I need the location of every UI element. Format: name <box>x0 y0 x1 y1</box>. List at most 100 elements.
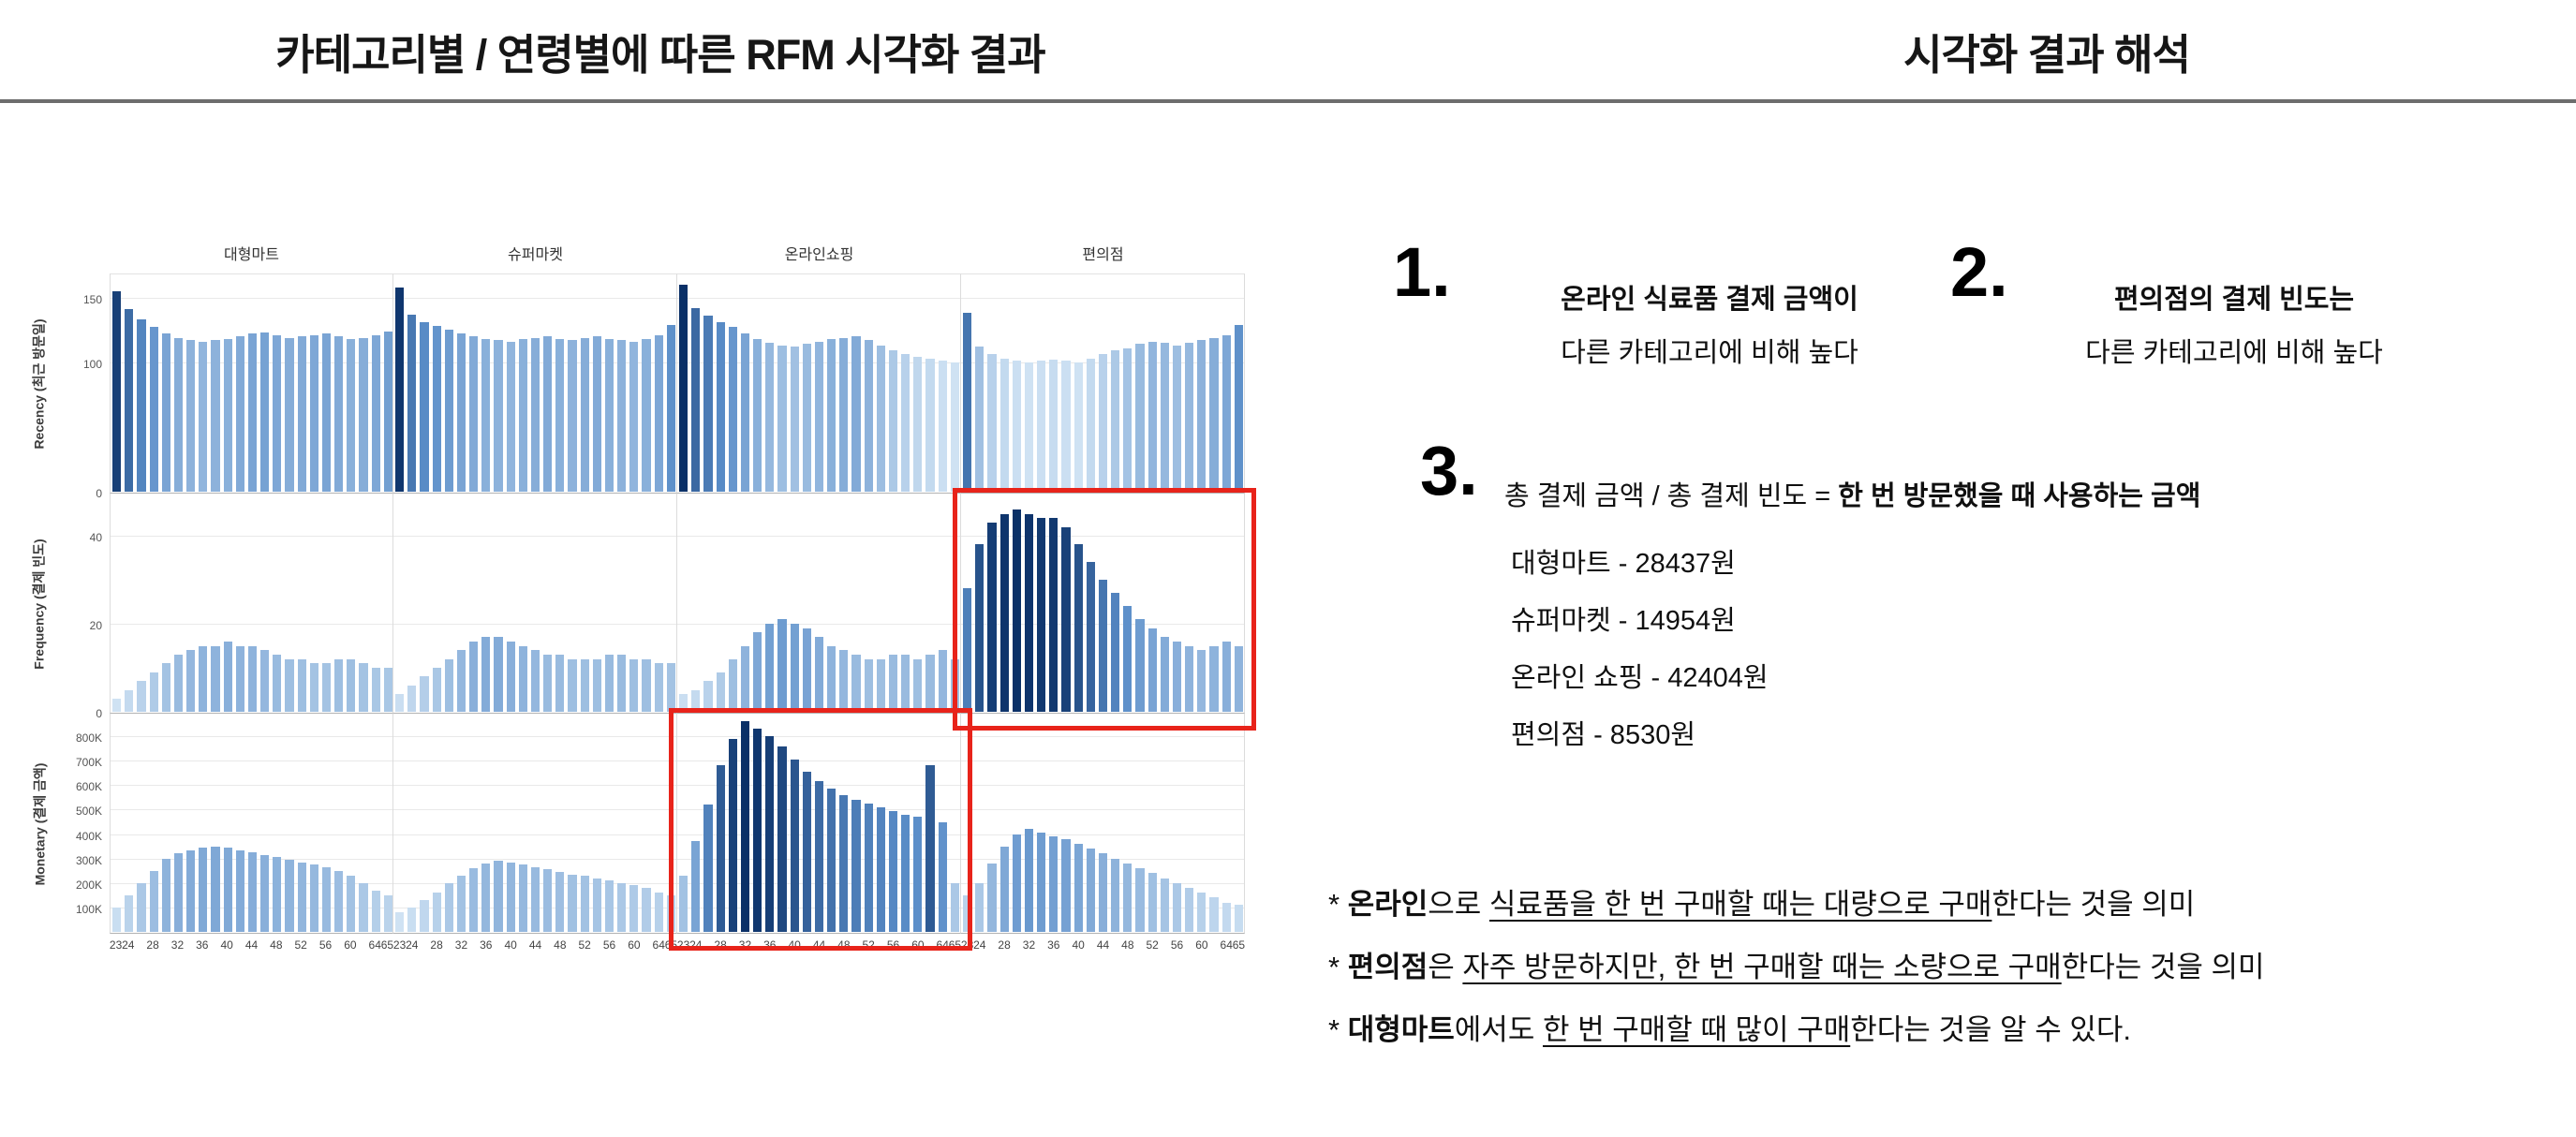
bar <box>1049 360 1059 492</box>
x-tick-label: 48 <box>554 938 567 952</box>
bar <box>851 800 861 932</box>
point-1-text: 온라인 식료품 결제 금액이 다른 카테고리에 비해 높다 <box>1471 273 1948 380</box>
text-segment: 총 결제 금액 / 총 결제 빈도 = <box>1504 481 1839 511</box>
bar <box>827 645 836 712</box>
bar <box>851 336 861 492</box>
bar <box>1172 345 1182 492</box>
bar <box>913 658 923 712</box>
bar <box>161 858 170 932</box>
bar <box>506 862 515 932</box>
bar <box>987 522 997 712</box>
bar <box>273 857 282 932</box>
bar <box>1073 844 1083 932</box>
bar <box>1086 849 1095 932</box>
bar <box>1061 838 1071 932</box>
text-segment: 편의점 <box>1347 951 1429 983</box>
bar <box>864 658 873 712</box>
bar <box>555 872 565 932</box>
bar <box>321 663 332 712</box>
bar <box>395 912 405 932</box>
gridline <box>393 760 676 762</box>
gridline <box>961 785 1244 787</box>
text-segment: 한다는 것을 알 수 있다. <box>1850 1013 2131 1046</box>
bar <box>247 852 258 932</box>
x-tick-label: 40 <box>220 938 233 952</box>
bar <box>568 340 577 492</box>
bar <box>975 882 985 932</box>
chart-panel <box>961 273 1245 494</box>
bar <box>420 676 429 712</box>
y-tick-label: 600K <box>75 780 102 794</box>
bar <box>309 864 318 932</box>
bar <box>543 336 553 492</box>
x-tick-label: 44 <box>1096 938 1110 952</box>
bar <box>444 658 453 712</box>
point-1-line-1: 온라인 식료품 결제 금액이 <box>1471 273 1948 327</box>
chart-panel <box>110 494 393 714</box>
bar <box>518 864 527 932</box>
bar <box>691 307 701 492</box>
bar <box>407 907 417 932</box>
bar <box>1037 833 1046 932</box>
bar <box>790 347 799 492</box>
bar <box>247 645 258 712</box>
gridline <box>677 624 960 625</box>
x-tick-label: 52 <box>578 938 591 952</box>
bar <box>1221 334 1231 492</box>
bar <box>740 721 750 932</box>
bar <box>999 513 1009 712</box>
bar <box>1160 637 1169 712</box>
bar <box>1172 641 1182 712</box>
bar <box>1221 641 1231 712</box>
bar <box>149 327 158 492</box>
bar <box>1012 509 1021 712</box>
bar <box>161 333 170 492</box>
highlight-box <box>669 708 972 951</box>
bar <box>1135 344 1145 492</box>
bar <box>1123 863 1133 932</box>
bar <box>629 658 639 712</box>
bar <box>359 882 368 932</box>
bar <box>1209 645 1219 712</box>
bar <box>1098 354 1108 492</box>
bar <box>703 681 713 712</box>
bar <box>1160 343 1169 492</box>
bar <box>359 337 368 492</box>
x-tick-label: 23 <box>392 938 407 952</box>
x-tick-label: 36 <box>480 938 493 952</box>
x-tick-label: 64 <box>1220 938 1233 952</box>
bar <box>901 654 910 712</box>
bar <box>321 333 332 492</box>
text-segment: 다른 카테고리에 비해 높다 <box>2085 338 2383 368</box>
bar <box>580 337 589 492</box>
text-segment: 온라인 식료품 결제 금액이 <box>1561 285 1858 315</box>
bar <box>580 875 589 932</box>
bar <box>469 868 479 932</box>
bar <box>371 668 380 712</box>
bar <box>285 658 294 712</box>
column-header: 온라인쇼핑 <box>784 247 854 263</box>
header-divider <box>0 99 2576 103</box>
bar <box>481 637 491 712</box>
bar <box>125 309 134 492</box>
bar <box>1037 361 1046 492</box>
bar <box>777 345 787 492</box>
bar <box>211 846 220 932</box>
bar <box>814 781 824 932</box>
gridline <box>393 858 676 860</box>
bar <box>1234 324 1243 492</box>
bar <box>814 637 824 712</box>
bar <box>654 893 663 932</box>
bar <box>1234 645 1243 712</box>
bar <box>827 338 836 492</box>
bar <box>494 637 503 712</box>
y-tick-label: 500K <box>75 805 102 819</box>
bar <box>371 334 380 492</box>
gridline <box>961 297 1244 299</box>
bar <box>456 875 466 932</box>
bar <box>666 663 675 712</box>
bar <box>407 314 417 492</box>
gridline <box>961 760 1244 762</box>
x-tick-label: 52 <box>294 938 307 952</box>
bar <box>876 658 885 712</box>
